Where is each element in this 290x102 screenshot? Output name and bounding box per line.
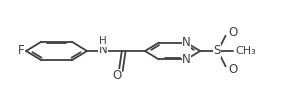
Text: H: H <box>99 36 107 46</box>
Text: CH₃: CH₃ <box>235 46 256 56</box>
Text: N: N <box>182 36 191 49</box>
Text: N: N <box>99 43 107 57</box>
Text: S: S <box>213 44 221 58</box>
Text: O: O <box>228 26 237 39</box>
Text: O: O <box>228 63 237 76</box>
Text: N: N <box>182 53 191 66</box>
Text: F: F <box>18 44 25 58</box>
Text: O: O <box>112 69 121 83</box>
